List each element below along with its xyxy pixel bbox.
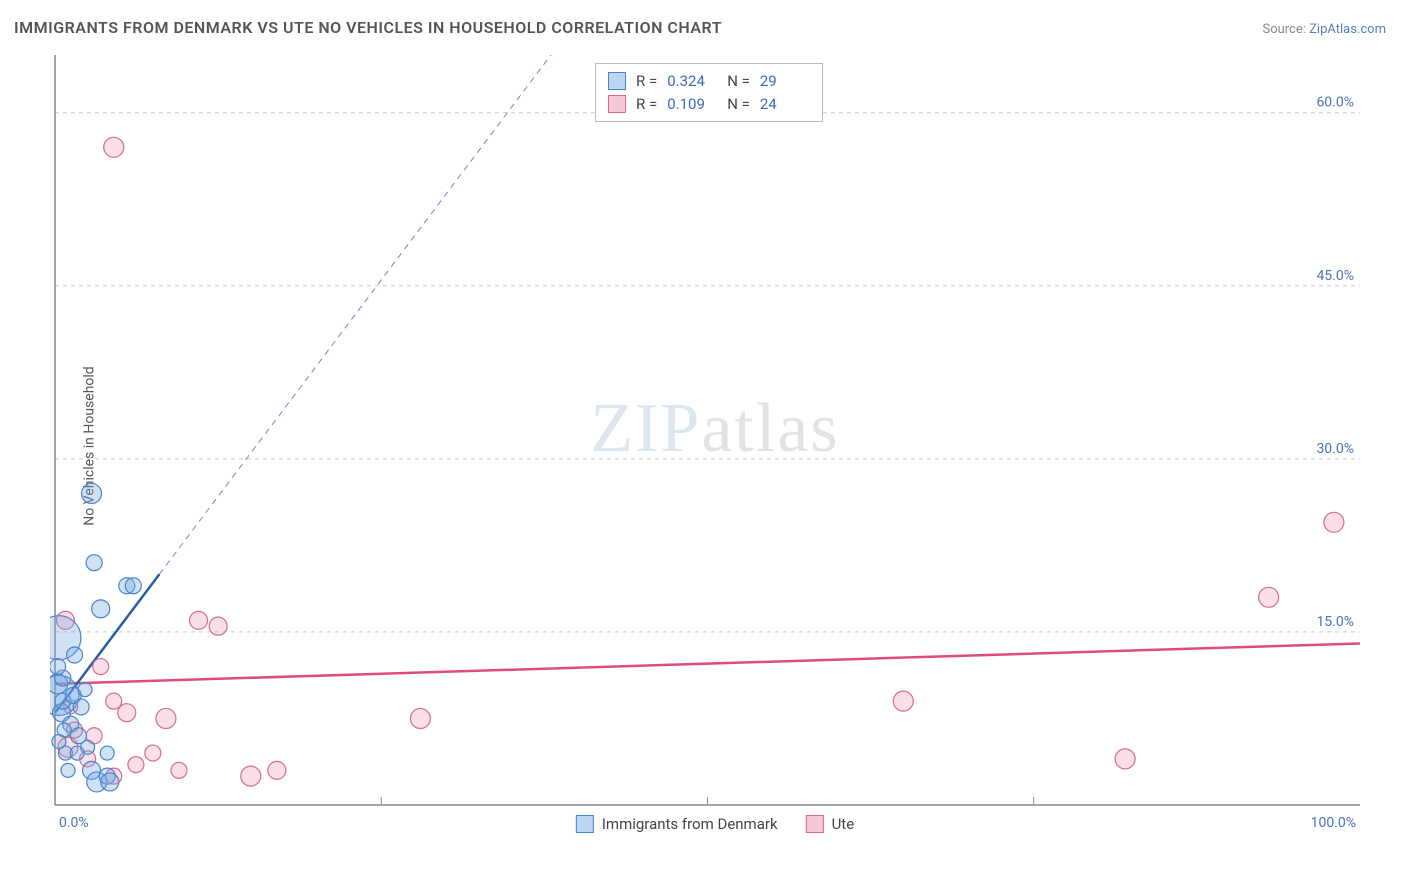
n-value-blue: 29 xyxy=(760,70,810,93)
chart-area: 15.0%30.0%45.0%60.0%0.0%100.0% ZIPatlas … xyxy=(50,55,1380,835)
data-point-pink xyxy=(128,757,144,773)
data-point-blue xyxy=(73,699,89,715)
r-value-pink: 0.109 xyxy=(667,93,717,116)
data-point-pink xyxy=(118,704,136,722)
data-point-pink xyxy=(893,691,913,711)
data-point-pink xyxy=(93,659,109,675)
legend-label-blue: Immigrants from Denmark xyxy=(602,815,778,833)
legend-stats-row-pink: R = 0.109 N = 24 xyxy=(608,93,810,116)
source-prefix: Source: xyxy=(1262,22,1309,37)
data-point-pink xyxy=(156,708,176,728)
data-point-blue xyxy=(78,683,92,697)
svg-text:15.0%: 15.0% xyxy=(1316,614,1354,630)
data-point-pink xyxy=(1259,587,1279,607)
data-point-blue xyxy=(101,773,119,791)
swatch-pink xyxy=(608,95,626,113)
source-link[interactable]: ZipAtlas.com xyxy=(1309,22,1386,37)
data-point-pink xyxy=(241,766,261,786)
data-point-pink xyxy=(190,611,208,629)
svg-text:0.0%: 0.0% xyxy=(59,815,89,831)
svg-text:100.0%: 100.0% xyxy=(1311,815,1356,831)
data-point-pink xyxy=(410,708,430,728)
data-point-blue xyxy=(70,746,84,760)
r-prefix: R = xyxy=(636,93,657,116)
data-point-blue xyxy=(50,659,66,675)
data-point-pink xyxy=(1324,512,1344,532)
data-point-pink xyxy=(104,137,124,157)
legend-stats: R = 0.324 N = 29 R = 0.109 N = 24 xyxy=(595,63,823,122)
legend-label-pink: Ute xyxy=(832,815,855,833)
svg-text:45.0%: 45.0% xyxy=(1316,268,1354,284)
n-prefix: N = xyxy=(727,93,750,116)
legend-item-blue: Immigrants from Denmark xyxy=(576,815,778,833)
data-point-pink xyxy=(268,761,286,779)
data-point-pink xyxy=(145,745,161,761)
data-point-blue xyxy=(67,647,83,663)
data-point-blue xyxy=(86,555,102,571)
legend-item-pink: Ute xyxy=(806,815,855,833)
svg-text:30.0%: 30.0% xyxy=(1316,441,1354,457)
data-point-blue xyxy=(92,600,110,618)
swatch-blue xyxy=(608,72,626,90)
n-value-pink: 24 xyxy=(760,93,810,116)
data-point-pink xyxy=(171,762,187,778)
swatch-pink xyxy=(806,815,824,833)
data-point-blue xyxy=(61,763,75,777)
data-point-blue xyxy=(82,483,102,503)
legend-stats-row-blue: R = 0.324 N = 29 xyxy=(608,70,810,93)
data-point-blue xyxy=(100,746,114,760)
r-prefix: R = xyxy=(636,70,657,93)
data-point-pink xyxy=(1115,749,1135,769)
data-point-blue xyxy=(52,735,66,749)
n-prefix: N = xyxy=(727,70,750,93)
swatch-blue xyxy=(576,815,594,833)
r-value-blue: 0.324 xyxy=(667,70,717,93)
source-credit: Source: ZipAtlas.com xyxy=(1262,22,1386,37)
scatter-chart: 15.0% 30.0% 45.0% 60.0% 0.0% 100.0% xyxy=(50,55,1380,835)
legend-series: Immigrants from Denmark Ute xyxy=(576,815,854,833)
chart-title: IMMIGRANTS FROM DENMARK VS UTE NO VEHICL… xyxy=(14,18,722,37)
svg-text:60.0%: 60.0% xyxy=(1316,95,1354,111)
data-point-pink xyxy=(209,617,227,635)
data-point-blue xyxy=(125,578,141,594)
